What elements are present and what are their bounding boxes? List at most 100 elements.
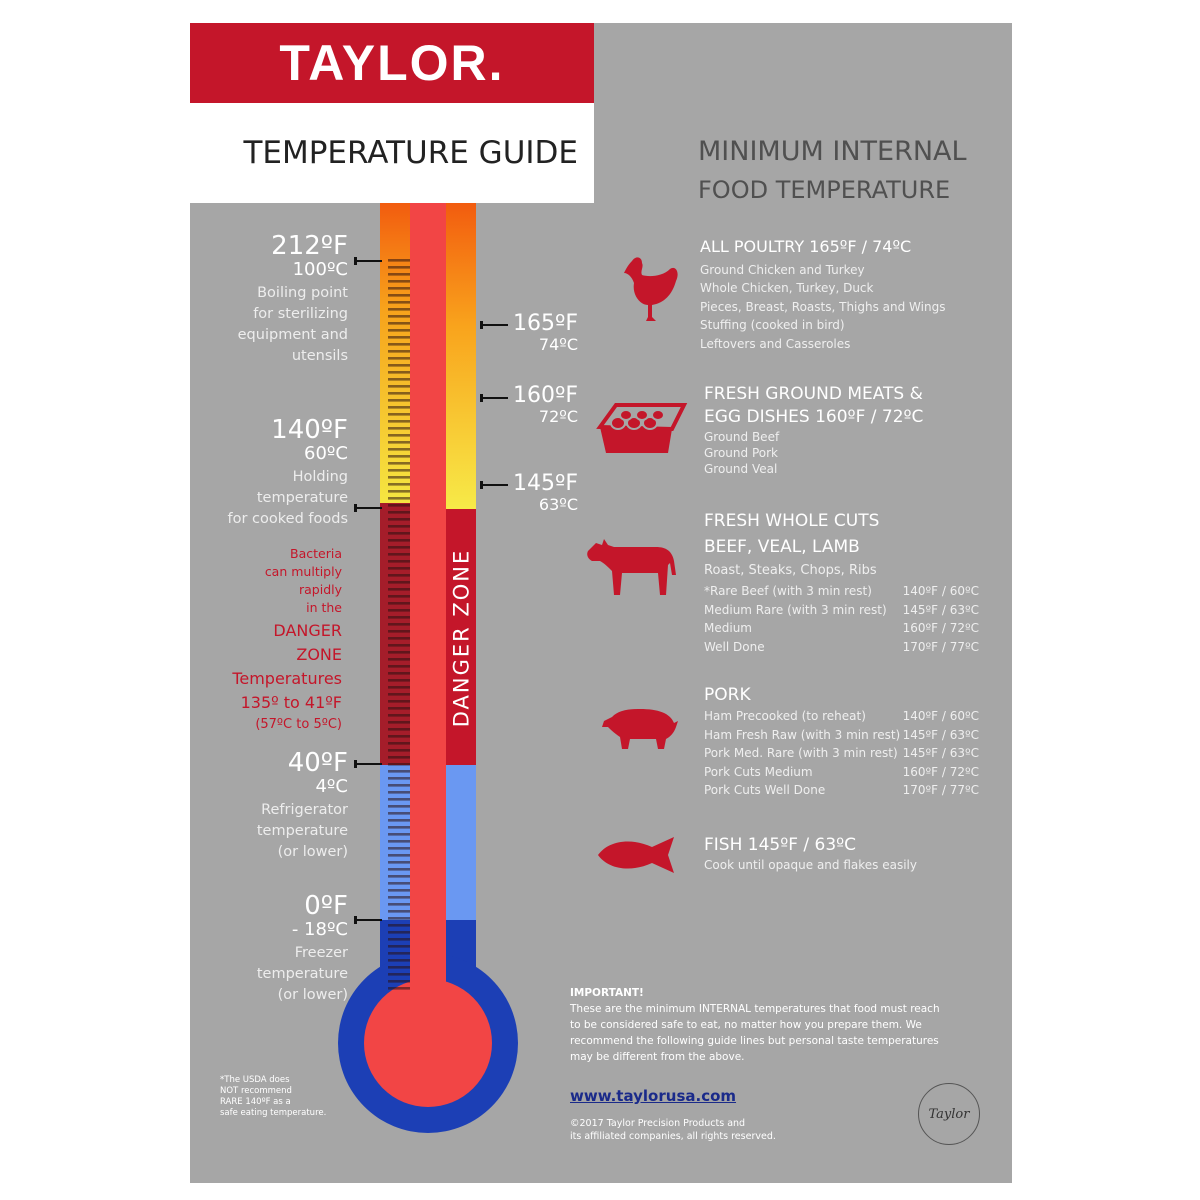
- scale-tick: [388, 574, 410, 577]
- scale-tick: [388, 385, 410, 388]
- taylor-logo: TAYLOR.: [190, 23, 594, 103]
- scale-tick: [388, 973, 410, 976]
- scale-tick: [388, 959, 410, 962]
- scale-tick: [388, 567, 410, 570]
- usda-line: RARE 140ºF as a: [220, 1097, 291, 1107]
- scale-tick: [388, 812, 410, 815]
- poultry-section: ALL POULTRY 165ºF / 74ºC Ground Chicken …: [700, 236, 1000, 353]
- ground-title-1: FRESH GROUND MEATS &: [704, 384, 923, 404]
- usda-line: safe eating temperature.: [220, 1108, 327, 1118]
- scale-tick: [388, 294, 410, 297]
- scale-tick: [388, 511, 410, 514]
- tick-0f: [354, 916, 382, 924]
- pork-row: Ham Precooked (to reheat) 140ºF / 60ºC: [704, 707, 979, 726]
- scale-tick: [388, 455, 410, 458]
- scale-tick: [388, 763, 410, 766]
- scale-tick: [388, 518, 410, 521]
- label-40f: 40ºF 4ºC Refrigerator temperature (or lo…: [190, 750, 348, 863]
- label-212f: 212ºF 100ºC Boiling point for sterilizin…: [190, 233, 348, 367]
- row-label: Ham Precooked (to reheat): [704, 709, 866, 723]
- tick-145f: [480, 481, 508, 489]
- min-internal-heading: MINIMUM INTERNAL: [698, 136, 967, 167]
- website-link[interactable]: www.taylorusa.com: [570, 1087, 737, 1105]
- tick-140f: [354, 504, 382, 512]
- scale-tick: [388, 889, 410, 892]
- ground-item: Ground Veal: [704, 461, 778, 476]
- note-line: Holding: [292, 469, 348, 485]
- row-label: Pork Med. Rare (with 3 min rest): [704, 746, 898, 760]
- important-line: recommend the following guide lines but …: [570, 1035, 939, 1047]
- whole-cuts-section: FRESH WHOLE CUTS BEEF, VEAL, LAMB Roast,…: [704, 508, 979, 656]
- scale-tick: [388, 686, 410, 689]
- poultry-item: Leftovers and Casseroles: [700, 336, 851, 351]
- label-0f: 0ºF - 18ºC Freezer temperature (or lower…: [190, 893, 348, 1006]
- bulb-inner: [364, 979, 492, 1107]
- scale-tick: [388, 644, 410, 647]
- scale-tick: [388, 707, 410, 710]
- temp-100c: 100ºC: [292, 259, 348, 280]
- scale-tick: [388, 350, 410, 353]
- scale-tick: [388, 868, 410, 871]
- scale-tick: [388, 791, 410, 794]
- copyright-line: ©2017 Taylor Precision Products and: [570, 1118, 746, 1129]
- scale-tick: [388, 364, 410, 367]
- ground-meats-section: FRESH GROUND MEATS & EGG DISHES 160ºF / …: [704, 383, 1004, 477]
- scale-tick: [388, 469, 410, 472]
- row-temp: 145ºF / 63ºC: [902, 746, 979, 760]
- usda-note: *The USDA does NOT recommend RARE 140ºF …: [220, 1075, 330, 1119]
- scale-tick: [388, 903, 410, 906]
- danger-note-line: 135º to 41ºF: [240, 693, 342, 712]
- whole-row: Medium Rare (with 3 min rest) 145ºF / 63º…: [704, 601, 979, 620]
- pork-title: PORK: [704, 685, 751, 705]
- scale-tick: [388, 728, 410, 731]
- temp-60c: 60ºC: [304, 443, 348, 464]
- note-line: for cooked foods: [227, 511, 348, 527]
- scale-tick: [388, 756, 410, 759]
- scale-tick: [388, 609, 410, 612]
- note-line: Refrigerator: [261, 802, 348, 818]
- danger-zone-label-wrap: DANGER ZONE: [446, 510, 476, 766]
- scale-tick: [388, 616, 410, 619]
- ground-item: Ground Beef: [704, 429, 780, 444]
- scale-tick: [388, 910, 410, 913]
- page-title: TEMPERATURE GUIDE: [190, 103, 594, 203]
- guide-poster: TAYLOR. TEMPERATURE GUIDE: [190, 23, 1012, 1183]
- egg-carton-icon: [596, 403, 688, 453]
- scale-tick: [388, 532, 410, 535]
- scale-tick: [388, 952, 410, 955]
- row-temp: 170ºF / 77ºC: [902, 639, 979, 654]
- pork-section: PORK Ham Precooked (to reheat) 140ºF / 60…: [704, 683, 979, 800]
- scale-tick: [388, 721, 410, 724]
- danger-note-line: Bacteria: [290, 546, 342, 561]
- scale-tick: [388, 399, 410, 402]
- danger-zone-label: DANGER ZONE: [449, 548, 474, 728]
- fish-note: Cook until opaque and flakes easily: [704, 858, 917, 872]
- scale-tick: [388, 945, 410, 948]
- scale-tick: [388, 371, 410, 374]
- usda-line: NOT recommend: [220, 1086, 292, 1096]
- scale-tick: [388, 553, 410, 556]
- important-title: IMPORTANT!: [570, 987, 644, 999]
- scale-tick: [388, 693, 410, 696]
- scale-tick: [388, 581, 410, 584]
- whole-title-2: BEEF, VEAL, LAMB: [704, 537, 860, 557]
- label-145f: 145ºF 63ºC: [490, 473, 578, 513]
- scale-column-cool-right: [446, 765, 476, 920]
- temp-212f: 212ºF: [271, 231, 348, 261]
- boiling-note: Boiling point for sterilizing equipment …: [190, 283, 348, 367]
- scale-tick: [388, 651, 410, 654]
- scale-tick: [388, 497, 410, 500]
- scale-tick: [388, 875, 410, 878]
- scale-tick: [388, 805, 410, 808]
- scale-tick: [388, 273, 410, 276]
- whole-sub: Roast, Steaks, Chops, Ribs: [704, 563, 877, 578]
- pork-row: Pork Cuts Medium 160ºF / 72ºC: [704, 763, 979, 782]
- scale-tick: [388, 882, 410, 885]
- pig-icon: [602, 709, 678, 749]
- scale-tick-marks: [388, 259, 410, 990]
- tick-160f: [480, 394, 508, 402]
- note-line: for sterilizing: [253, 306, 348, 322]
- scale-tick: [388, 798, 410, 801]
- scale-tick: [388, 980, 410, 983]
- scale-tick: [388, 560, 410, 563]
